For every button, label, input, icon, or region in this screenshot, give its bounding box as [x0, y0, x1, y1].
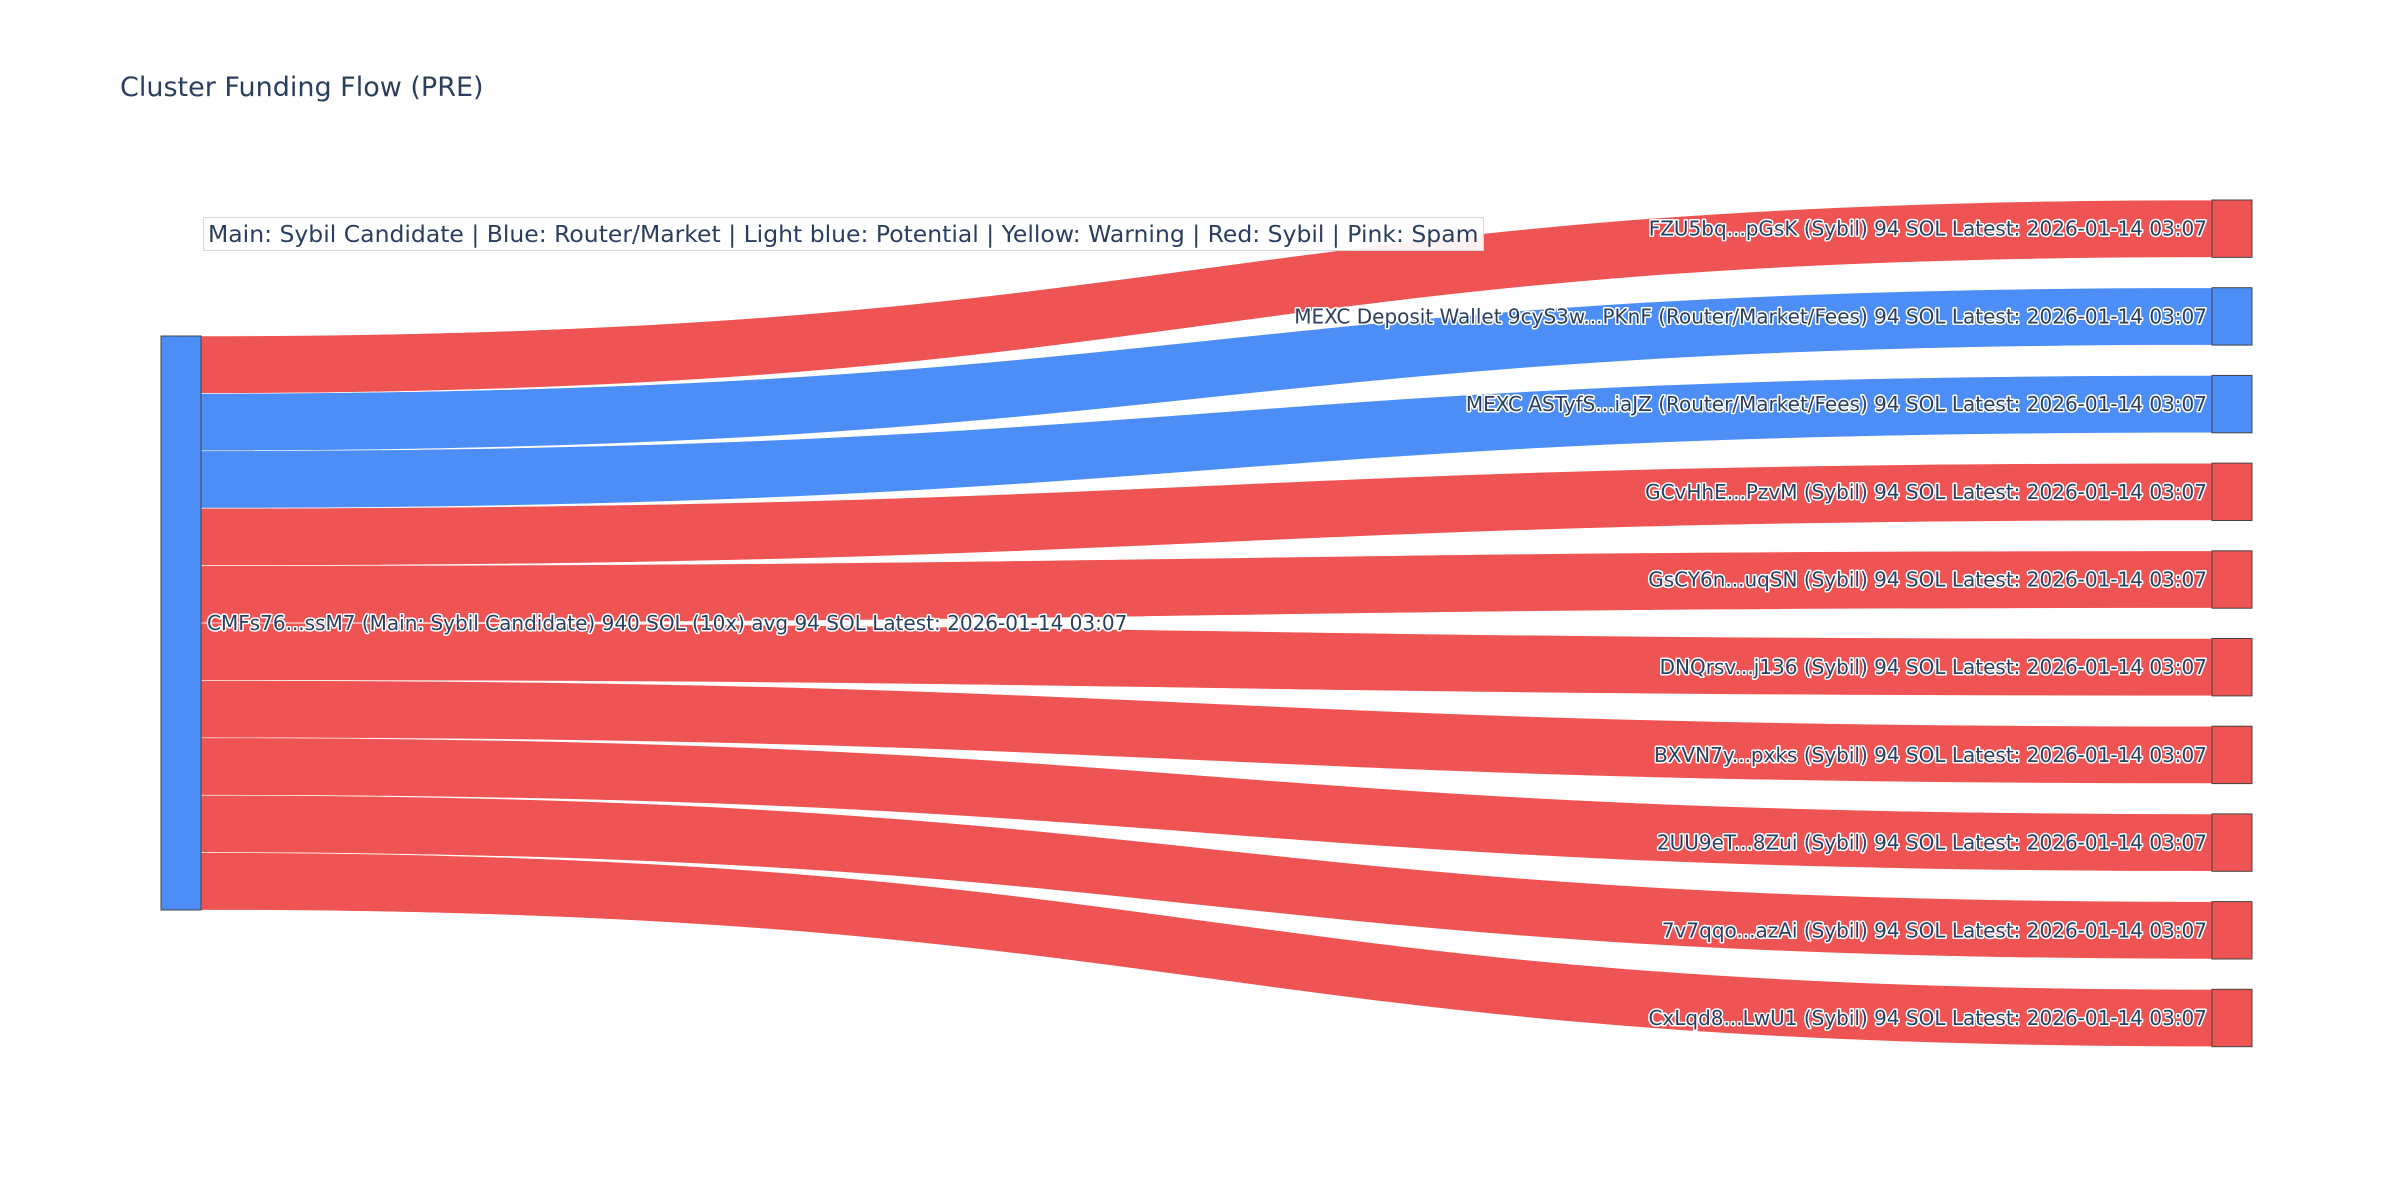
chart-title: Cluster Funding Flow (PRE): [120, 72, 484, 103]
target-node-8: [2211, 813, 2253, 872]
target-label-2: MEXC Deposit Wallet 9cyS3w...PKnF (Route…: [1294, 304, 2207, 328]
target-label-8: 2UU9eT...8Zui (Sybil) 94 SOL Latest: 202…: [1657, 831, 2207, 855]
target-label-7: BXVN7y...pxks (Sybil) 94 SOL Latest: 202…: [1654, 743, 2207, 767]
labels-layer: FZU5bq...pGsK (Sybil) 94 SOL Latest: 202…: [206, 215, 2209, 1031]
target-label-6: DNQrsv...j136 (Sybil) 94 SOL Latest: 202…: [1660, 655, 2207, 679]
target-label-1: FZU5bq...pGsK (Sybil) 94 SOL Latest: 202…: [1649, 217, 2207, 241]
nodes-layer: [160, 199, 2253, 1048]
target-label-9: 7v7qqo...azAi (Sybil) 94 SOL Latest: 202…: [1662, 918, 2207, 942]
target-label-10: CxLqd8...LwU1 (Sybil) 94 SOL Latest: 202…: [1648, 1006, 2207, 1030]
target-node-4: [2211, 462, 2253, 522]
target-node-7: [2211, 725, 2253, 785]
target-node-1: [2211, 199, 2253, 258]
target-node-9: [2211, 901, 2253, 960]
links-layer: [200, 199, 2213, 1048]
target-node-3: [2211, 374, 2253, 434]
target-label-4: GCvHhE...PzvM (Sybil) 94 SOL Latest: 202…: [1645, 480, 2207, 504]
target-node-5: [2211, 550, 2253, 609]
target-node-10: [2211, 988, 2253, 1048]
legend-annotation: Main: Sybil Candidate | Blue: Router/Mar…: [203, 217, 1484, 251]
target-label-5: GsCY6n...uqSN (Sybil) 94 SOL Latest: 202…: [1648, 568, 2207, 592]
source-label: CMFs76...ssM7 (Main: Sybil Candidate) 94…: [207, 611, 1127, 635]
target-node-6: [2211, 638, 2253, 697]
target-node-2: [2211, 287, 2253, 346]
source-node: [160, 335, 202, 911]
target-label-3: MEXC ASTyfS...iaJZ (Router/Market/Fees) …: [1466, 392, 2207, 416]
